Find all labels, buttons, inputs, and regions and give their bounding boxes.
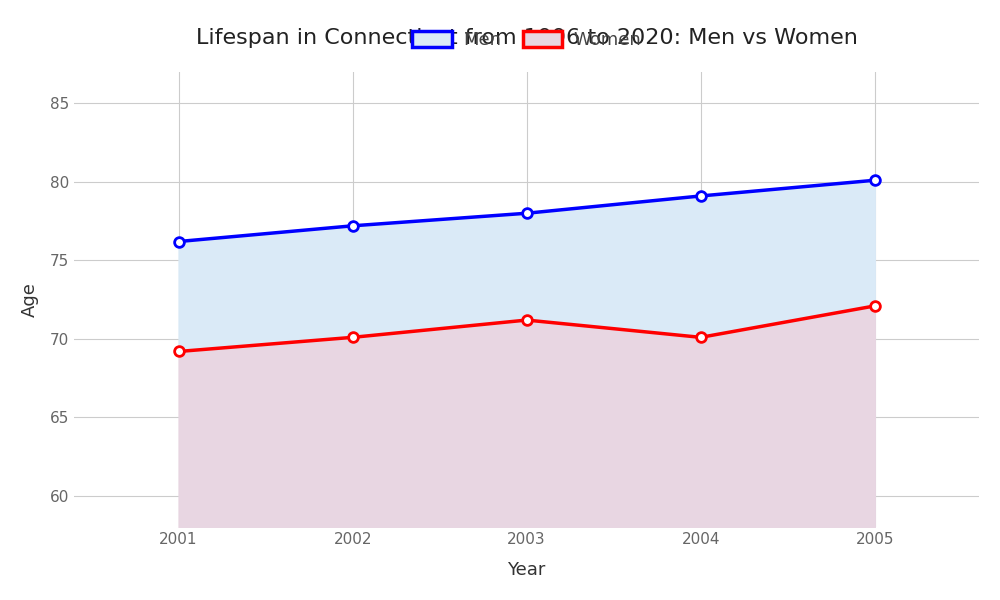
Y-axis label: Age: Age — [21, 282, 39, 317]
Legend: Men, Women: Men, Women — [403, 22, 650, 58]
X-axis label: Year: Year — [507, 561, 546, 579]
Title: Lifespan in Connecticut from 1996 to 2020: Men vs Women: Lifespan in Connecticut from 1996 to 202… — [196, 28, 858, 48]
